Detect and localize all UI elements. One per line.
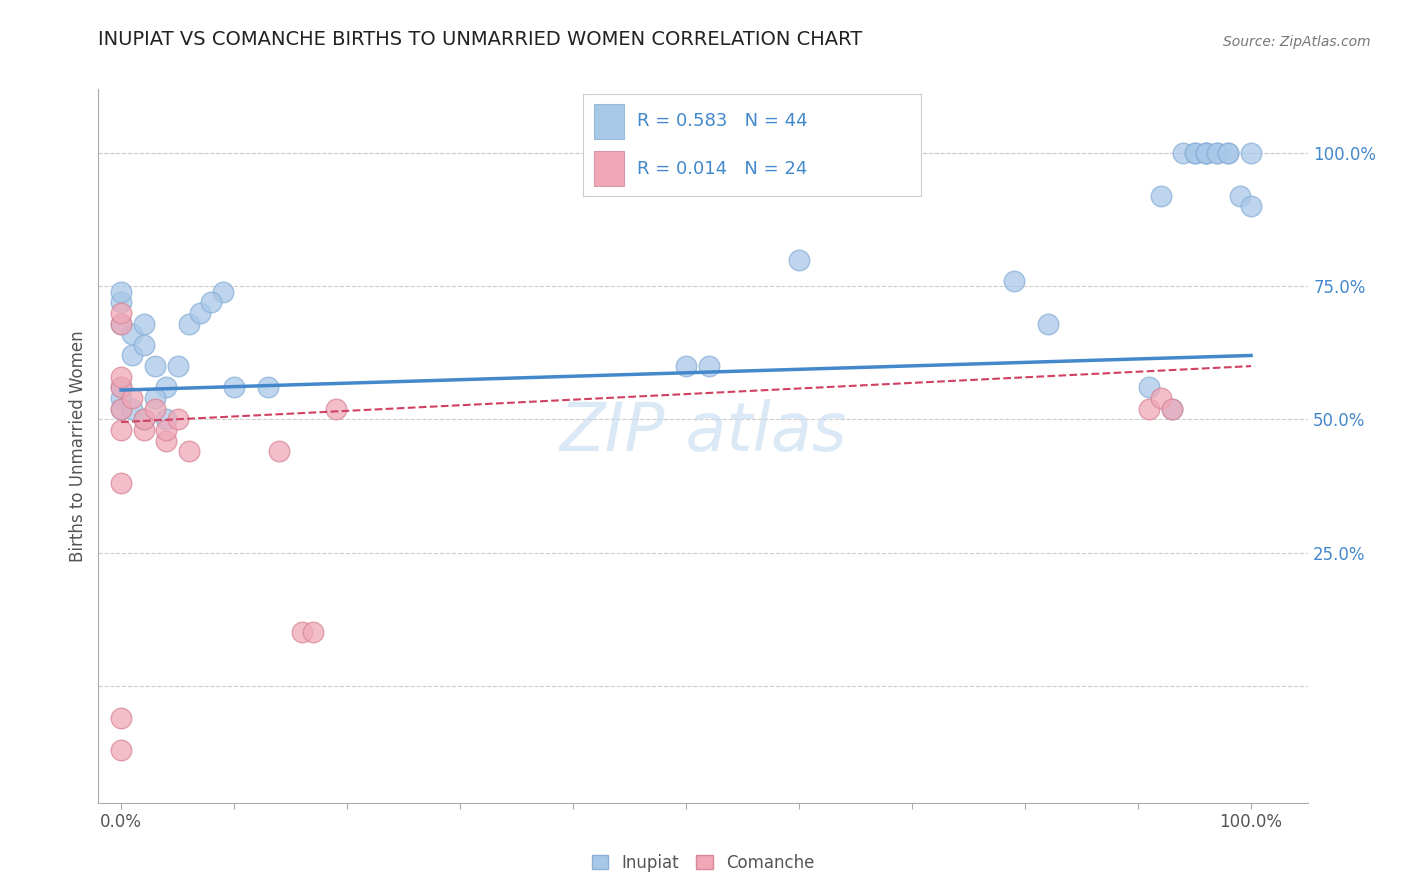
Point — [155, 434, 177, 448]
Point — [1137, 380, 1160, 394]
Point — [110, 423, 132, 437]
Point — [110, 710, 132, 724]
Point — [1161, 401, 1184, 416]
Point — [211, 285, 233, 299]
Legend: Inupiat, Comanche: Inupiat, Comanche — [583, 846, 823, 880]
Point — [143, 401, 166, 416]
Point — [675, 359, 697, 373]
Point — [1137, 401, 1160, 416]
Point — [177, 317, 200, 331]
Point — [222, 380, 245, 394]
Point — [110, 295, 132, 310]
Point — [110, 369, 132, 384]
Point — [110, 380, 132, 394]
Point — [166, 412, 188, 426]
Point — [110, 380, 132, 394]
Point — [1218, 146, 1240, 161]
Point — [110, 317, 132, 331]
Point — [155, 412, 177, 426]
Point — [1195, 146, 1218, 161]
Point — [257, 380, 280, 394]
Point — [1184, 146, 1206, 161]
Point — [1206, 146, 1229, 161]
Point — [110, 317, 132, 331]
FancyBboxPatch shape — [593, 104, 624, 139]
Point — [1173, 146, 1195, 161]
Point — [132, 338, 155, 352]
Point — [1229, 188, 1251, 202]
Point — [1184, 146, 1206, 161]
Point — [697, 359, 720, 373]
Point — [121, 327, 143, 342]
Point — [132, 423, 155, 437]
Point — [121, 401, 143, 416]
Point — [121, 349, 143, 363]
Point — [188, 306, 211, 320]
Point — [155, 423, 177, 437]
Text: INUPIAT VS COMANCHE BIRTHS TO UNMARRIED WOMEN CORRELATION CHART: INUPIAT VS COMANCHE BIRTHS TO UNMARRIED … — [98, 30, 863, 49]
Point — [302, 625, 325, 640]
Point — [1218, 146, 1240, 161]
Text: R = 0.014   N = 24: R = 0.014 N = 24 — [637, 160, 808, 178]
Point — [1206, 146, 1229, 161]
Point — [787, 252, 810, 267]
Point — [110, 476, 132, 491]
Point — [110, 306, 132, 320]
Point — [1240, 199, 1263, 213]
Point — [132, 317, 155, 331]
Point — [121, 391, 143, 405]
Point — [110, 401, 132, 416]
Point — [269, 444, 291, 458]
Point — [291, 625, 314, 640]
Point — [1150, 391, 1173, 405]
Point — [1161, 401, 1184, 416]
Point — [143, 391, 166, 405]
Point — [110, 401, 132, 416]
Y-axis label: Births to Unmarried Women: Births to Unmarried Women — [69, 330, 87, 562]
Point — [166, 359, 188, 373]
Point — [1150, 188, 1173, 202]
FancyBboxPatch shape — [593, 151, 624, 186]
Text: R = 0.583   N = 44: R = 0.583 N = 44 — [637, 112, 808, 130]
Point — [110, 285, 132, 299]
Point — [132, 412, 155, 426]
Point — [200, 295, 222, 310]
Text: Source: ZipAtlas.com: Source: ZipAtlas.com — [1223, 35, 1371, 49]
Point — [110, 391, 132, 405]
Point — [110, 742, 132, 756]
Point — [1195, 146, 1218, 161]
Point — [177, 444, 200, 458]
Point — [132, 412, 155, 426]
Point — [1002, 274, 1025, 288]
Point — [1195, 146, 1218, 161]
Text: ZIP atlas: ZIP atlas — [560, 399, 846, 465]
Point — [1240, 146, 1263, 161]
Point — [143, 359, 166, 373]
Point — [155, 380, 177, 394]
Point — [325, 401, 347, 416]
Point — [1036, 317, 1059, 331]
